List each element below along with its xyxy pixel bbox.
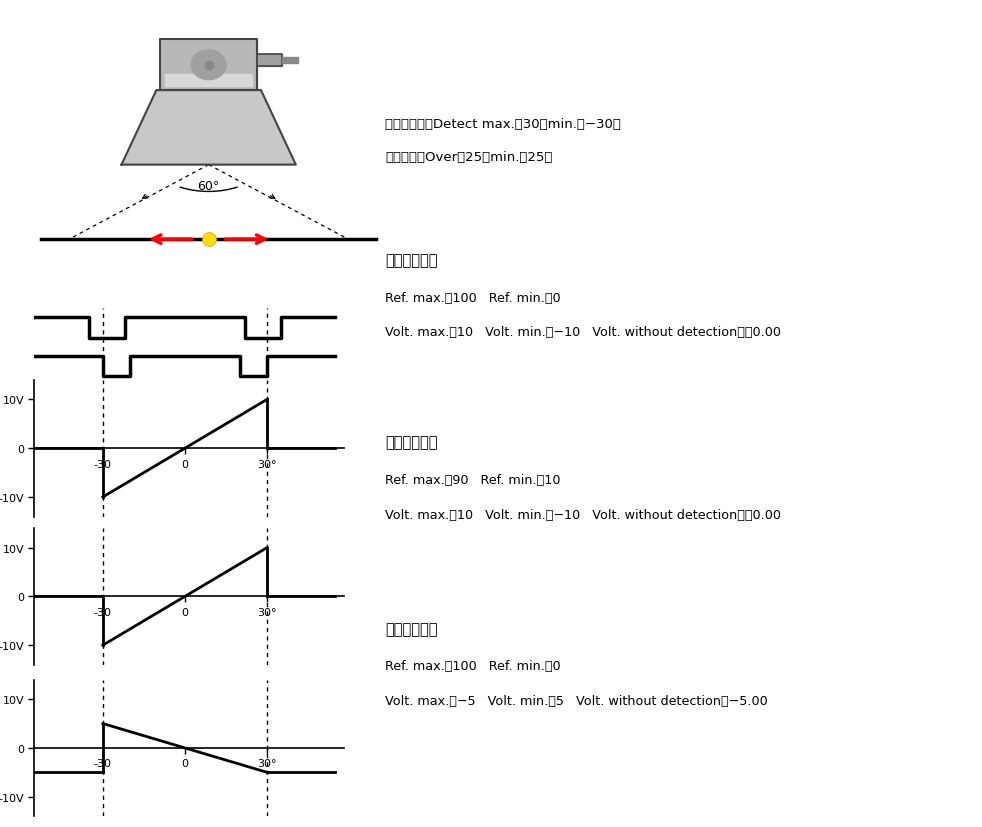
Text: Volt. max.：10   Volt. min.：−10   Volt. without detection：＋0.00: Volt. max.：10 Volt. min.：−10 Volt. witho… bbox=[385, 326, 782, 339]
Polygon shape bbox=[160, 41, 257, 91]
Text: アナログ出力: アナログ出力 bbox=[385, 435, 438, 450]
Polygon shape bbox=[257, 55, 282, 67]
Text: (Ref.0): (Ref.0) bbox=[85, 534, 120, 544]
Text: (Ref.90): (Ref.90) bbox=[246, 682, 288, 692]
Text: 60°: 60° bbox=[197, 179, 220, 193]
Text: アナログ出力: アナログ出力 bbox=[385, 621, 438, 636]
Text: アナログ出力: アナログ出力 bbox=[385, 253, 438, 268]
Text: (Ref.100): (Ref.100) bbox=[244, 534, 291, 544]
Text: Volt. max.：−5   Volt. min.：5   Volt. without detection：−5.00: Volt. max.：−5 Volt. min.：5 Volt. without… bbox=[385, 694, 768, 707]
Text: (Ref.10): (Ref.10) bbox=[82, 682, 123, 692]
Polygon shape bbox=[282, 58, 298, 65]
Text: Volt. max.：10   Volt. min.：−10   Volt. without detection：＋0.00: Volt. max.：10 Volt. min.：−10 Volt. witho… bbox=[385, 508, 782, 521]
Text: 警報出力（Over：25／min.：25）: 警報出力（Over：25／min.：25） bbox=[385, 151, 553, 164]
Text: Ref. max.：100   Ref. min.：0: Ref. max.：100 Ref. min.：0 bbox=[385, 659, 561, 672]
Text: Ref. max.：90   Ref. min.：10: Ref. max.：90 Ref. min.：10 bbox=[385, 473, 561, 486]
Text: Ref. max.：100   Ref. min.：0: Ref. max.：100 Ref. min.：0 bbox=[385, 291, 561, 304]
Polygon shape bbox=[122, 91, 296, 165]
Circle shape bbox=[191, 50, 226, 80]
Polygon shape bbox=[165, 74, 252, 87]
Text: 材有り出力（Detect max.：30／min.：−30）: 材有り出力（Detect max.：30／min.：−30） bbox=[385, 117, 622, 131]
